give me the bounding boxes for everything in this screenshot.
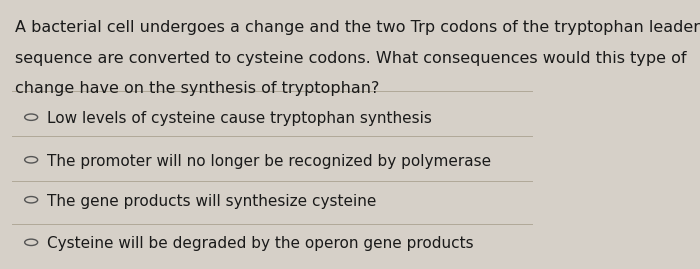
Text: Low levels of cysteine cause tryptophan synthesis: Low levels of cysteine cause tryptophan … <box>48 111 433 126</box>
Text: A bacterial cell undergoes a change and the two Trp codons of the tryptophan lea: A bacterial cell undergoes a change and … <box>15 20 700 35</box>
Text: change have on the synthesis of tryptophan?: change have on the synthesis of tryptoph… <box>15 81 379 96</box>
Text: The gene products will synthesize cysteine: The gene products will synthesize cystei… <box>48 194 377 208</box>
Text: The promoter will no longer be recognized by polymerase: The promoter will no longer be recognize… <box>48 154 491 169</box>
Text: Cysteine will be degraded by the operon gene products: Cysteine will be degraded by the operon … <box>48 236 474 251</box>
Text: sequence are converted to cysteine codons. What consequences would this type of: sequence are converted to cysteine codon… <box>15 51 687 66</box>
